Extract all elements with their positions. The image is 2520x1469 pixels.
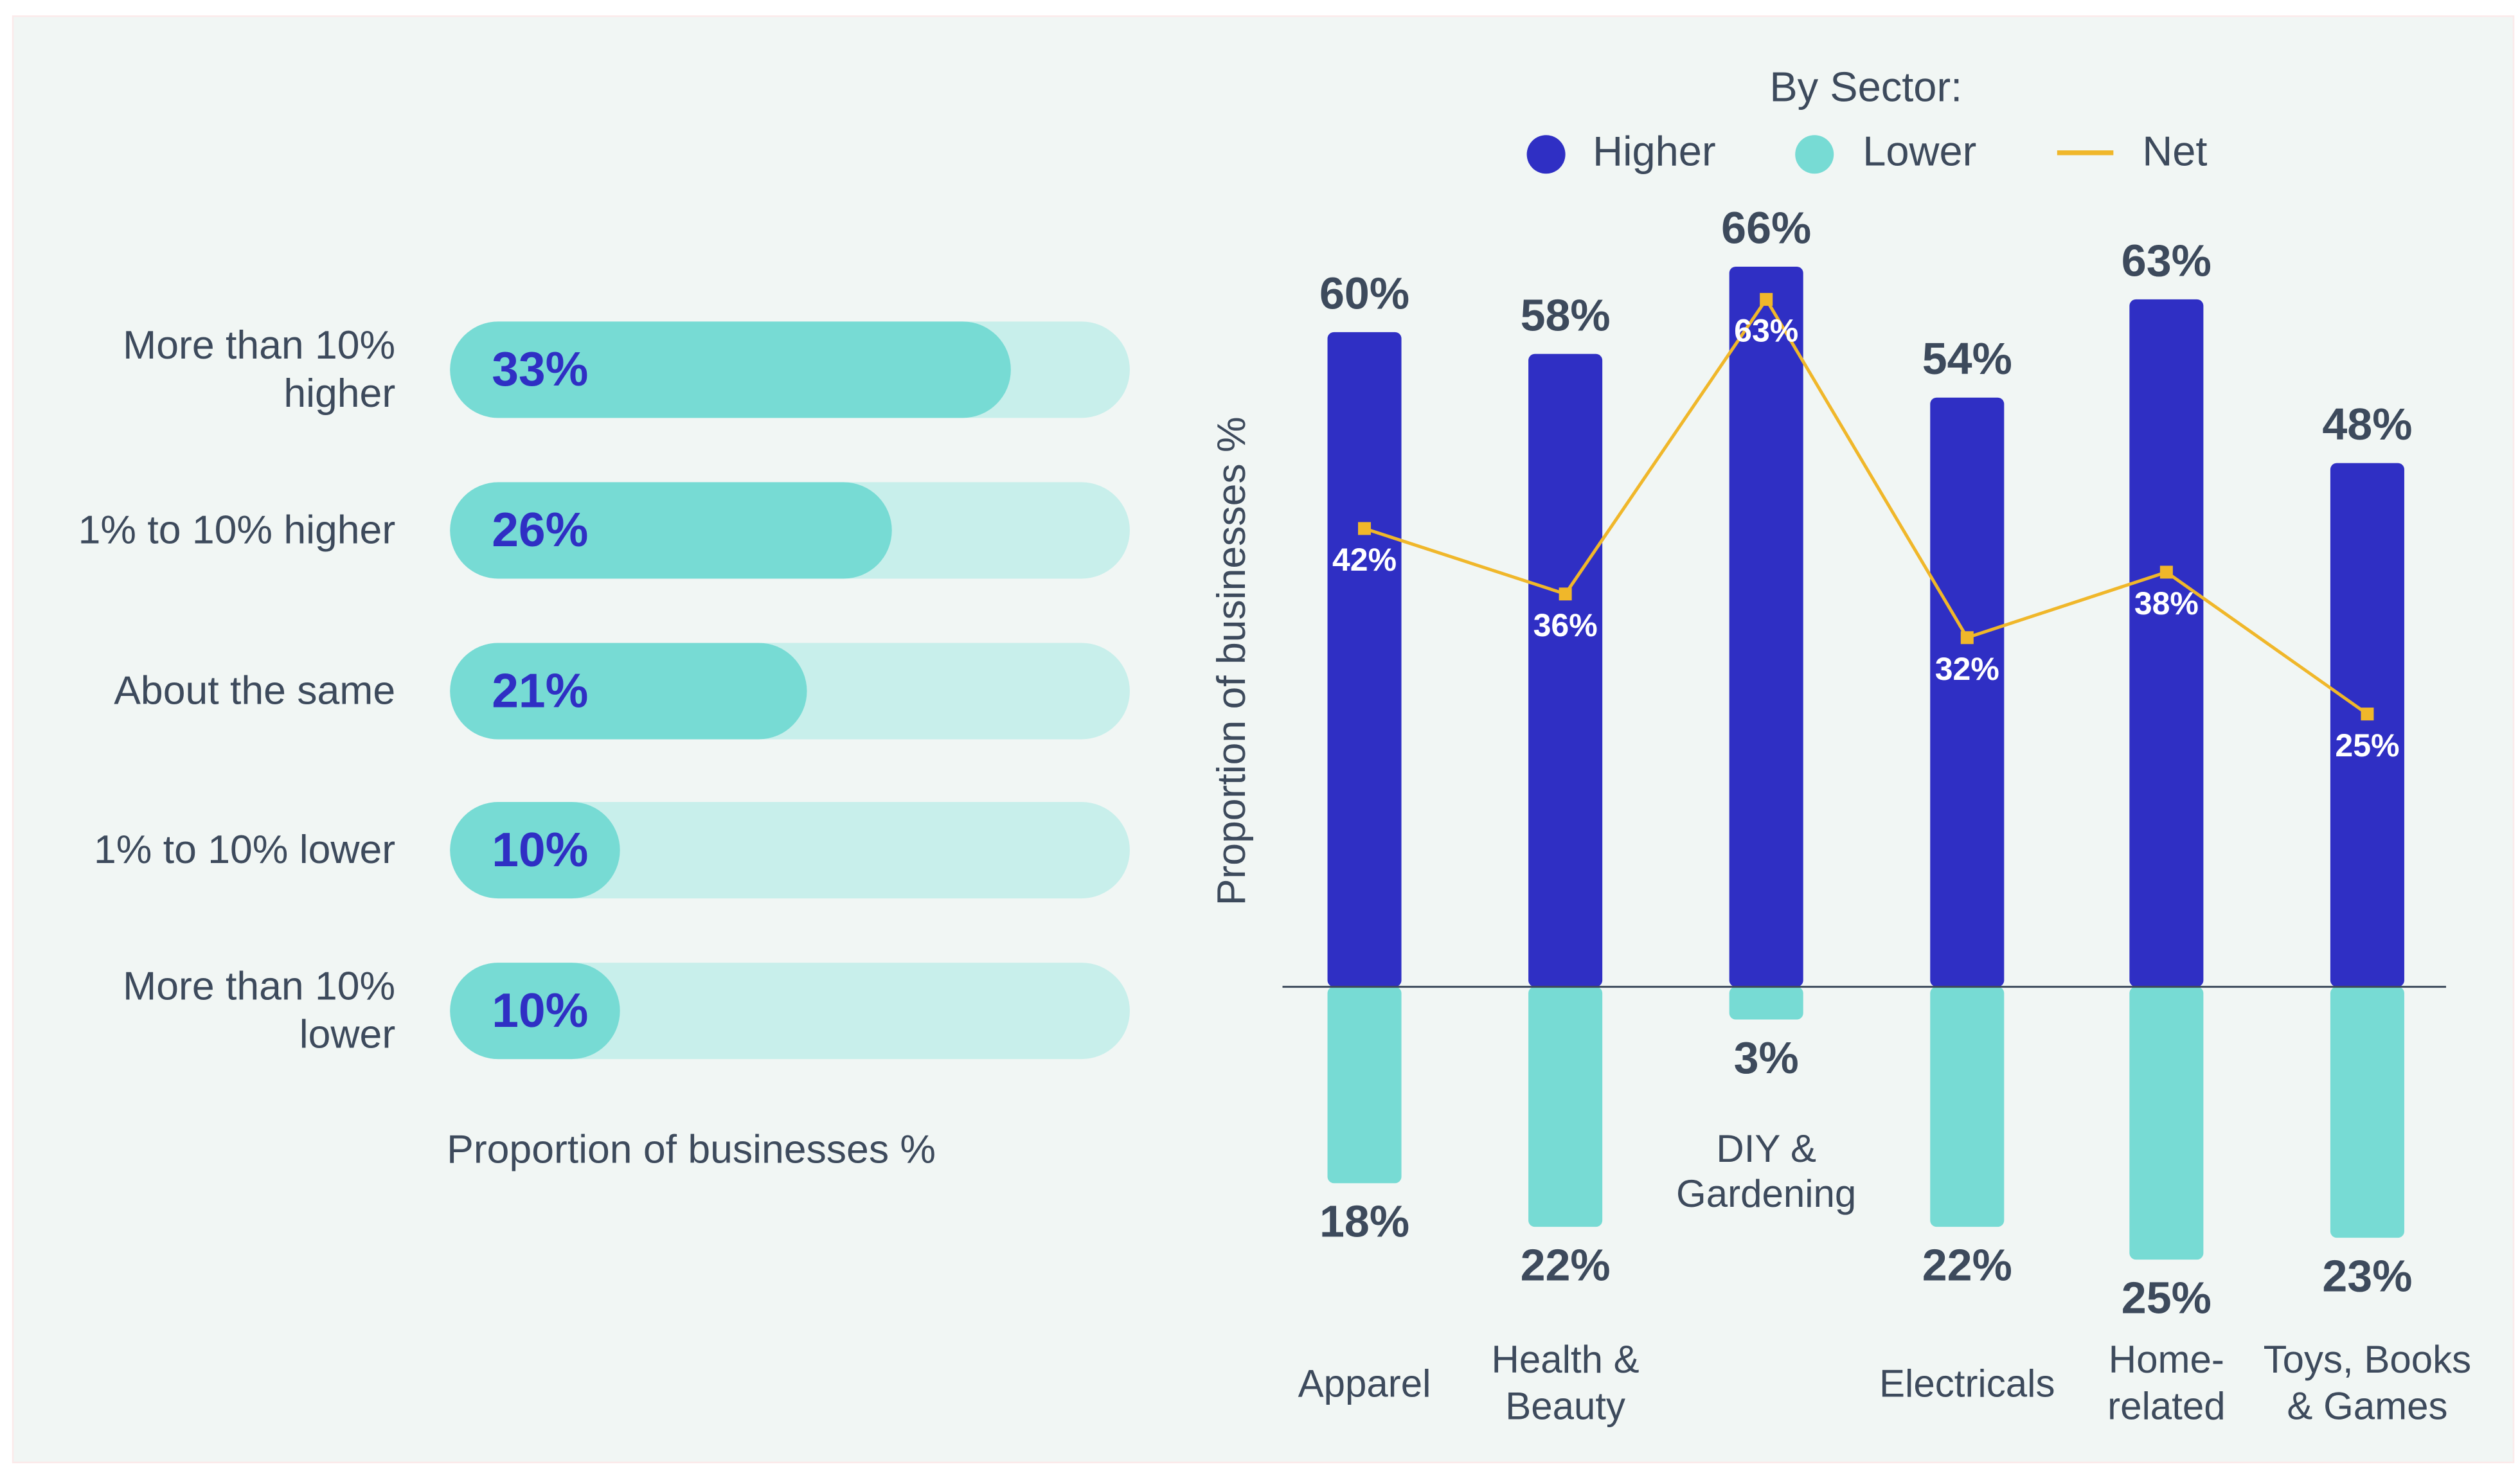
- bar: [450, 802, 620, 899]
- net-marker: [2361, 708, 2374, 721]
- legend-label: Net: [2142, 127, 2207, 174]
- bar-value-label: 23%: [2322, 1251, 2412, 1301]
- bar: [1930, 986, 2005, 1227]
- category-label: More than 10% higher: [123, 323, 396, 416]
- net-value-label: 38%: [2134, 585, 2199, 621]
- net-marker: [1760, 292, 1773, 306]
- bar: [450, 482, 892, 579]
- net-line: [1364, 296, 2368, 716]
- bar: [2129, 299, 2204, 987]
- net-marker: [1960, 631, 1974, 645]
- bar-value-label: 25%: [2122, 1273, 2212, 1323]
- bar: [1729, 986, 1803, 1020]
- bar: [1930, 397, 2005, 987]
- net-value-label: 36%: [1533, 607, 1598, 643]
- bar-value-label: 22%: [1521, 1240, 1611, 1290]
- bar: [1528, 986, 1603, 1227]
- bar-value-label: 18%: [1319, 1197, 1409, 1247]
- bar-value-label: 48%: [2322, 399, 2412, 449]
- x-tick-label-box: Health & Beauty: [1491, 1339, 1640, 1429]
- legend-swatch: [1526, 135, 1566, 174]
- category-label-box: 1% to 10% lower: [94, 828, 396, 873]
- bar-track: [450, 963, 1130, 1060]
- background: [12, 15, 2515, 1464]
- bar: [2129, 986, 2204, 1260]
- bar: [2330, 986, 2404, 1238]
- bar: [450, 643, 807, 740]
- net-value-label: 42%: [1332, 542, 1397, 578]
- bar-value-label: 22%: [1922, 1240, 2012, 1290]
- legend-label: Lower: [1863, 127, 1976, 174]
- category-label: 1% to 10% lower: [94, 828, 396, 873]
- x-tick-label: Electricals: [1879, 1362, 2055, 1406]
- bar: [1528, 353, 1603, 987]
- bar-value-label: 21%: [492, 663, 588, 717]
- net-marker: [2159, 565, 2173, 579]
- x-tick-label: Home-related: [2107, 1339, 2226, 1429]
- category-label-box: 1% to 10% higher: [78, 508, 396, 553]
- x-tick-label: DIY & Gardening: [1676, 1127, 1857, 1218]
- x-tick-label-box: DIY & Gardening: [1676, 1127, 1857, 1218]
- category-label-box: About the same: [114, 668, 396, 714]
- net-marker: [1559, 587, 1572, 601]
- net-marker: [1358, 522, 1372, 535]
- category-label: More than 10% lower: [123, 964, 396, 1058]
- bar-value-label: 3%: [1734, 1033, 1799, 1083]
- bar: [1327, 986, 1402, 1184]
- legend-title: By Sector:: [1769, 63, 1962, 110]
- bar: [2330, 463, 2404, 987]
- x-tick-label: Health & Beauty: [1491, 1339, 1640, 1429]
- bar-value-label: 66%: [1721, 202, 1811, 253]
- bar-value-label: 33%: [492, 342, 588, 396]
- category-label-box: More than 10% lower: [123, 964, 396, 1058]
- bar-value-label: 54%: [1922, 334, 2012, 384]
- bar-value-label: 58%: [1521, 290, 1611, 340]
- x-tick-label: Apparel: [1298, 1362, 1431, 1406]
- bar-value-label: 60%: [1319, 268, 1409, 318]
- x-tick-label: Toys, Books & Games: [2263, 1339, 2472, 1429]
- y-axis-label: Proportion of businesses %: [1209, 416, 1254, 905]
- category-label-box: More than 10% higher: [123, 323, 396, 416]
- x-tick-label-box: Toys, Books & Games: [2263, 1339, 2472, 1429]
- x-tick-label-box: Home-related: [2107, 1339, 2226, 1429]
- bar-track: [450, 802, 1130, 899]
- legend-label: Higher: [1593, 127, 1715, 174]
- bar: [1327, 332, 1402, 987]
- net-value-label: 25%: [2335, 727, 2399, 763]
- net-value-label: 32%: [1935, 651, 1999, 687]
- net-value-label: 63%: [1734, 313, 1798, 349]
- legend-swatch: [1795, 135, 1834, 174]
- bar-value-label: 10%: [492, 823, 588, 877]
- x-axis-label: Proportion of businesses %: [447, 1127, 936, 1172]
- bar-value-label: 63%: [2122, 235, 2212, 285]
- bar: [450, 321, 1011, 418]
- bar: [1729, 266, 1803, 987]
- bar-value-label: 26%: [492, 503, 588, 556]
- category-label: 1% to 10% higher: [78, 508, 396, 553]
- x-tick-label-box: Apparel: [1298, 1362, 1431, 1406]
- bar-value-label: 10%: [492, 983, 588, 1037]
- bar: [450, 963, 620, 1060]
- x-tick-label-box: Electricals: [1879, 1362, 2055, 1406]
- category-label: About the same: [114, 668, 396, 714]
